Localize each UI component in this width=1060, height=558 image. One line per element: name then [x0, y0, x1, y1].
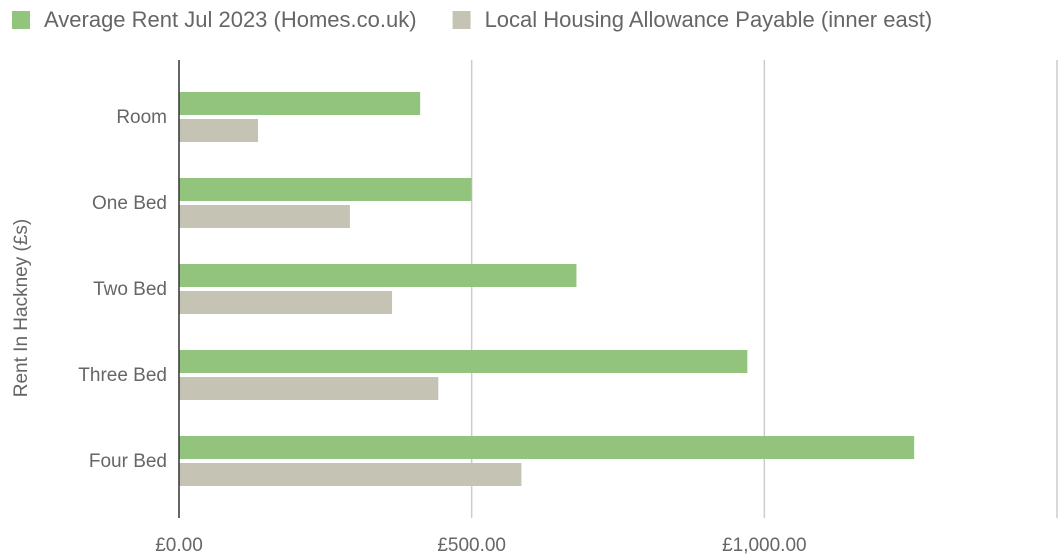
- legend-label: Average Rent Jul 2023 (Homes.co.uk): [44, 7, 417, 32]
- y-tick-label: Room: [116, 107, 167, 128]
- y-axis-label: Rent In Hackney (£s): [11, 219, 32, 397]
- bar: [179, 463, 522, 486]
- bar: [179, 178, 472, 201]
- y-tick-label: Two Bed: [93, 279, 167, 300]
- bar: [179, 377, 439, 400]
- bar: [179, 436, 915, 459]
- legend-swatch: [12, 11, 30, 29]
- y-tick-label: One Bed: [92, 193, 167, 214]
- legend-swatch: [452, 11, 471, 29]
- x-tick-label: £0.00: [155, 535, 203, 556]
- bar: [179, 92, 421, 115]
- bar: [179, 205, 350, 228]
- y-tick-label: Three Bed: [78, 365, 167, 386]
- x-tick-label: £500.00: [437, 535, 506, 556]
- bar: [179, 264, 577, 287]
- x-tick-label: £1,000.00: [722, 535, 807, 556]
- legend-label: Local Housing Allowance Payable (inner e…: [485, 7, 933, 32]
- bar: [179, 291, 393, 314]
- y-tick-label: Four Bed: [89, 451, 167, 472]
- bar: [179, 350, 748, 373]
- bar: [179, 119, 259, 142]
